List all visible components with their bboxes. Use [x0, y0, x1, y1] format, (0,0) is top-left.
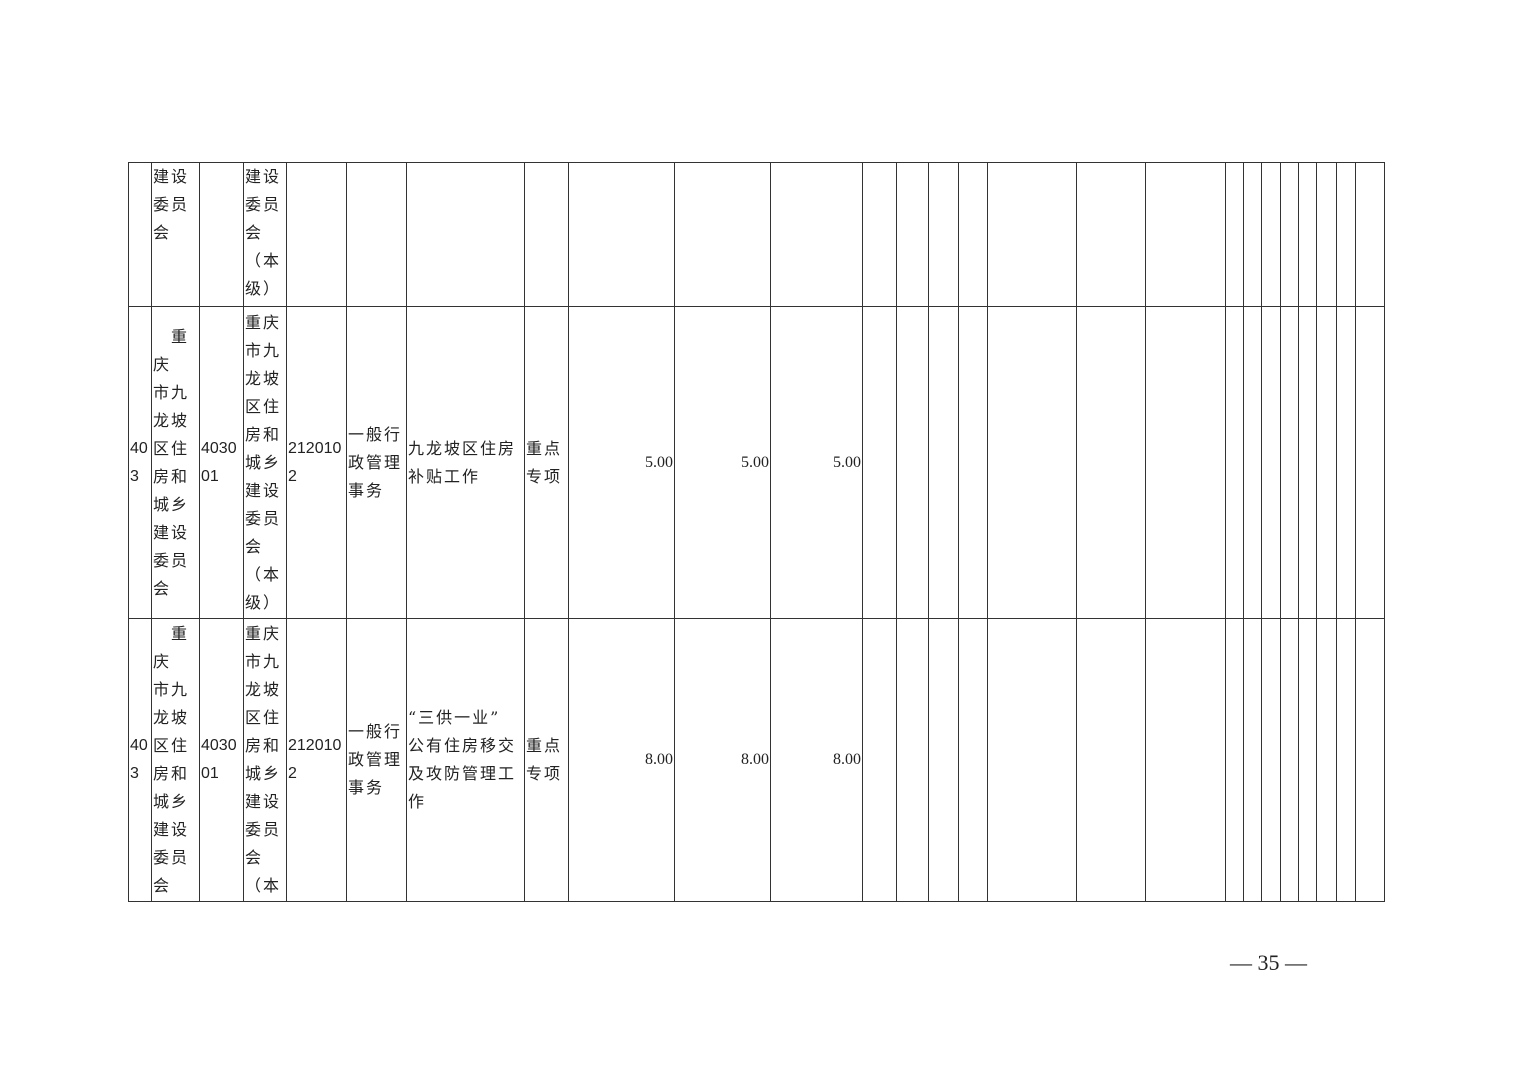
cell-amount-total: 8.00: [568, 618, 675, 902]
cell-seq: 40 3: [128, 306, 152, 619]
table-row: 建设 委员 会建设 委员 会 （本 级）: [128, 162, 1385, 307]
cell-func-code: 212010 2: [286, 306, 347, 619]
cell-project-type: 重点 专项: [524, 618, 569, 902]
cell-project-type: 重点 专项: [524, 306, 569, 619]
cell-func-name: 一般行 政管理 事务: [346, 618, 407, 902]
cell-amount-b: 5.00: [770, 306, 863, 619]
cell-empty: [1076, 306, 1146, 619]
cell-empty: [862, 162, 897, 307]
cell-project-name: [406, 162, 525, 307]
table-row: 40 3 重庆 市九 龙坡 区住 房和 城乡 建设 委员 会 4030 01 重庆 …: [128, 306, 1385, 619]
cell-seq: 40 3: [128, 618, 152, 902]
cell-amount-a: [674, 162, 771, 307]
cell-project-name: “三供一业” 公有住房移交 及攻防管理工 作: [406, 618, 525, 902]
cell-empty: [1076, 162, 1146, 307]
cell-empty: [958, 618, 988, 902]
cell-empty: [1355, 618, 1385, 902]
cell-empty: [928, 306, 959, 619]
cell-amount-b: [770, 162, 863, 307]
cell-empty: [1225, 618, 1244, 902]
cell-empty: [958, 162, 988, 307]
cell-empty: [1298, 306, 1317, 619]
cell-empty: [1243, 306, 1262, 619]
cell-empty: [1316, 162, 1337, 307]
cell-empty: [862, 618, 897, 902]
cell-department: 重庆 市九 龙坡 区住 房和 城乡 建设 委员 会: [151, 306, 200, 619]
table-row: 40 3 重庆 市九 龙坡 区住 房和 城乡 建设 委员 会 4030 01 重庆 …: [128, 618, 1385, 902]
cell-unit: 重庆 市九 龙坡 区住 房和 城乡 建设 委员 会 （本: [243, 618, 287, 902]
cell-department: 重庆 市九 龙坡 区住 房和 城乡 建设 委员 会: [151, 618, 200, 902]
cell-dept-code: [199, 162, 244, 307]
cell-department: 建设 委员 会: [151, 162, 200, 307]
cell-empty: [1280, 306, 1299, 619]
cell-empty: [862, 306, 897, 619]
cell-empty: [1280, 618, 1299, 902]
cell-empty: [1243, 162, 1262, 307]
cell-amount-a: 8.00: [674, 618, 771, 902]
cell-empty: [1336, 618, 1356, 902]
cell-empty: [958, 306, 988, 619]
cell-empty: [987, 306, 1077, 619]
cell-project-name: 九龙坡区住房 补贴工作: [406, 306, 525, 619]
cell-func-code: 212010 2: [286, 618, 347, 902]
budget-table: 建设 委员 会建设 委员 会 （本 级） 40 3 重庆 市九 龙坡 区住 房和 …: [128, 162, 1385, 902]
cell-func-code: [286, 162, 347, 307]
cell-seq: [128, 162, 152, 307]
cell-empty: [1243, 618, 1262, 902]
cell-empty: [1076, 618, 1146, 902]
cell-empty: [1145, 162, 1226, 307]
cell-empty: [928, 618, 959, 902]
cell-unit: 重庆 市九 龙坡 区住 房和 城乡 建设 委员 会 （本 级）: [243, 306, 287, 619]
cell-empty: [1355, 306, 1385, 619]
cell-amount-b: 8.00: [770, 618, 863, 902]
cell-empty: [1336, 162, 1356, 307]
cell-project-type: [524, 162, 569, 307]
cell-dept-code: 4030 01: [199, 618, 244, 902]
cell-empty: [1225, 306, 1244, 619]
cell-empty: [1316, 618, 1337, 902]
cell-empty: [896, 306, 929, 619]
cell-empty: [1280, 162, 1299, 307]
cell-empty: [1145, 306, 1226, 619]
cell-amount-a: 5.00: [674, 306, 771, 619]
cell-func-name: [346, 162, 407, 307]
cell-empty: [1355, 162, 1385, 307]
cell-empty: [987, 618, 1077, 902]
cell-empty: [1316, 306, 1337, 619]
cell-empty: [1298, 162, 1317, 307]
page-number: — 35 —: [1230, 950, 1307, 975]
cell-amount-total: 5.00: [568, 306, 675, 619]
cell-unit: 建设 委员 会 （本 级）: [243, 162, 287, 307]
cell-empty: [896, 618, 929, 902]
cell-empty: [1298, 618, 1317, 902]
cell-empty: [1225, 162, 1244, 307]
cell-empty: [928, 162, 959, 307]
cell-func-name: 一般行 政管理 事务: [346, 306, 407, 619]
cell-dept-code: 4030 01: [199, 306, 244, 619]
cell-empty: [1145, 618, 1226, 902]
cell-empty: [896, 162, 929, 307]
cell-empty: [1261, 618, 1281, 902]
cell-amount-total: [568, 162, 675, 307]
cell-empty: [1261, 162, 1281, 307]
cell-empty: [1261, 306, 1281, 619]
cell-empty: [1336, 306, 1356, 619]
cell-empty: [987, 162, 1077, 307]
